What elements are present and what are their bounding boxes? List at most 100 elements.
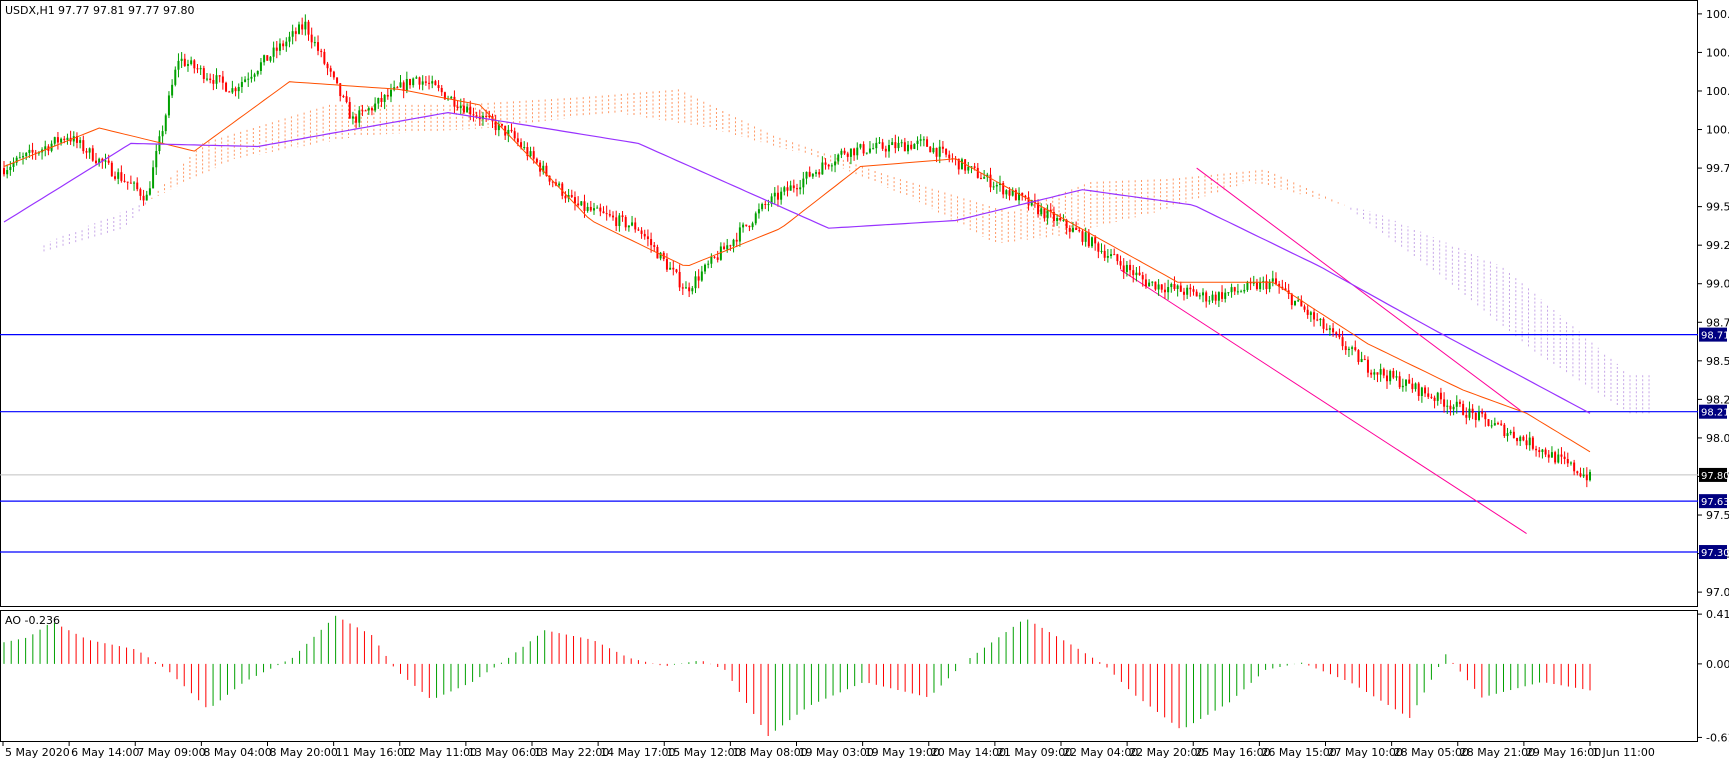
candle-body bbox=[497, 123, 500, 131]
candle-body bbox=[1059, 217, 1062, 221]
candle-body bbox=[25, 152, 28, 157]
candle-body bbox=[370, 108, 373, 111]
candle-body bbox=[608, 214, 611, 216]
candle-body bbox=[155, 151, 158, 168]
x-tick-label: 13 May 22:00 bbox=[534, 746, 609, 759]
candle-body bbox=[669, 267, 672, 270]
candle-body bbox=[792, 185, 795, 189]
candle-body bbox=[206, 78, 209, 80]
candle-body bbox=[605, 213, 608, 215]
x-tick-label: 18 May 08:00 bbox=[732, 746, 807, 759]
chart-title: USDX,H1 bbox=[5, 4, 55, 17]
candle-body bbox=[199, 68, 202, 70]
candle-body bbox=[94, 160, 97, 164]
candle-body bbox=[345, 96, 348, 103]
candle-body bbox=[171, 84, 174, 96]
candle-body bbox=[1424, 387, 1427, 394]
candle-body bbox=[1566, 459, 1569, 464]
candle-body bbox=[573, 197, 576, 204]
candle-body bbox=[1100, 250, 1103, 252]
candle-body bbox=[418, 77, 421, 85]
candle-body bbox=[377, 98, 380, 104]
price-tags: 98.71 98.21 97.63 97.30 97.80 bbox=[1699, 327, 1729, 560]
candle-body bbox=[1056, 217, 1059, 221]
ao-histogram bbox=[3, 615, 1591, 736]
candle-body bbox=[1325, 328, 1328, 330]
candle-body bbox=[564, 195, 567, 199]
candle-body bbox=[361, 110, 364, 112]
price-tag-label: 97.80 bbox=[1701, 471, 1729, 482]
candle-body bbox=[386, 94, 389, 97]
candle-body bbox=[1151, 281, 1154, 283]
candle-body bbox=[297, 24, 300, 34]
candle-body bbox=[1366, 359, 1369, 373]
candle-body bbox=[935, 147, 938, 157]
ohlc-readout: 97.77 97.81 97.77 97.80 bbox=[58, 4, 194, 17]
candle-body bbox=[374, 103, 377, 111]
candle-body bbox=[1268, 281, 1271, 290]
candle-body bbox=[1398, 376, 1401, 388]
candle-body bbox=[1233, 287, 1236, 292]
candle-body bbox=[1014, 190, 1017, 201]
candle-body bbox=[66, 137, 69, 140]
candle-body bbox=[602, 211, 605, 214]
candle-body bbox=[1347, 348, 1350, 351]
candle-body bbox=[1544, 449, 1547, 455]
candle-body bbox=[1500, 423, 1503, 425]
candle-body bbox=[1512, 431, 1515, 438]
candle-body bbox=[570, 195, 573, 198]
candle-body bbox=[148, 188, 151, 195]
candle-body bbox=[367, 108, 370, 111]
candle-body bbox=[583, 201, 586, 211]
candle-body bbox=[919, 139, 922, 141]
candle-body bbox=[1040, 208, 1043, 215]
x-tick-label: 15 May 12:00 bbox=[666, 746, 741, 759]
candle-body bbox=[443, 92, 446, 100]
candle-body bbox=[3, 168, 5, 175]
candle-body bbox=[526, 147, 529, 157]
fast-ma-line bbox=[3, 81, 1591, 453]
candle-body bbox=[225, 82, 228, 92]
candle-body bbox=[1433, 397, 1436, 401]
candle-body bbox=[6, 170, 9, 175]
candle-body bbox=[228, 91, 231, 93]
candle-body bbox=[351, 116, 354, 119]
candle-body bbox=[1481, 411, 1484, 414]
candle-body bbox=[1138, 272, 1141, 276]
candle-body bbox=[60, 138, 63, 143]
candle-body bbox=[133, 182, 136, 184]
y-tick-label: 98.79 bbox=[1706, 316, 1729, 329]
y-tick-label: 98.29 bbox=[1706, 393, 1729, 406]
candle-body bbox=[1255, 282, 1258, 290]
candle-body bbox=[761, 204, 764, 210]
candle-body bbox=[878, 142, 881, 144]
candle-body bbox=[9, 166, 12, 171]
candle-body bbox=[1071, 227, 1074, 232]
candle-body bbox=[481, 115, 484, 120]
candle-body bbox=[551, 181, 554, 183]
candle-body bbox=[323, 51, 326, 64]
candle-body bbox=[691, 288, 694, 292]
candle-body bbox=[1462, 403, 1465, 415]
x-tick-label: 28 May 05:00 bbox=[1394, 746, 1469, 759]
candle-body bbox=[1579, 473, 1582, 477]
candle-body bbox=[818, 172, 821, 175]
candle-body bbox=[1284, 288, 1287, 291]
x-tick-label: 26 May 15:00 bbox=[1261, 746, 1336, 759]
candle-body bbox=[640, 230, 643, 234]
candle-body bbox=[757, 209, 760, 214]
price-tag-label: 97.63 bbox=[1701, 497, 1729, 508]
candle-body bbox=[948, 154, 951, 159]
candle-body bbox=[1221, 292, 1224, 299]
candle-body bbox=[1395, 376, 1398, 378]
candle-body bbox=[1471, 408, 1474, 413]
candle-body bbox=[764, 204, 767, 206]
candle-body bbox=[1376, 372, 1379, 375]
candle-body bbox=[126, 181, 129, 183]
candle-body bbox=[637, 229, 640, 231]
x-tick-label: 11 May 16:00 bbox=[336, 746, 411, 759]
candle-body bbox=[1354, 347, 1357, 351]
candle-body bbox=[275, 47, 278, 51]
candle-body bbox=[802, 178, 805, 188]
candle-body bbox=[532, 151, 535, 159]
